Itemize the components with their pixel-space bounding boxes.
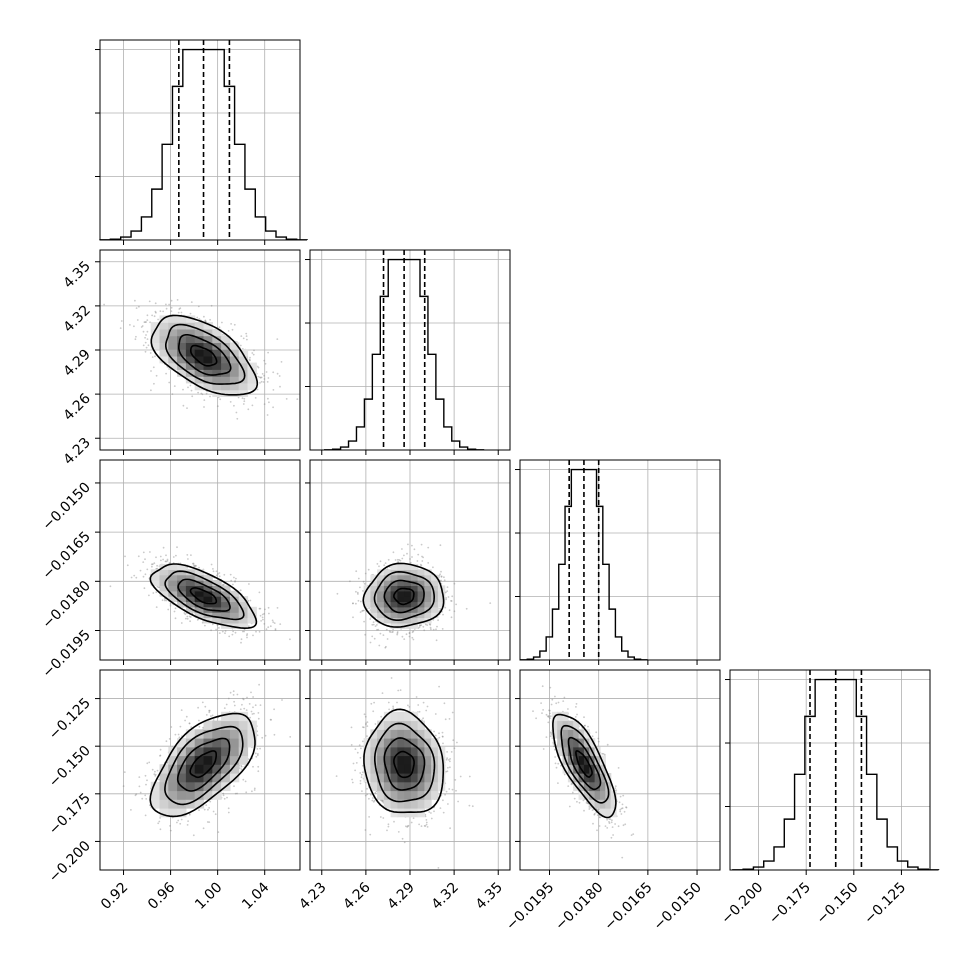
contour-3 xyxy=(149,563,258,630)
contour-3 xyxy=(552,713,617,819)
y-tick-label-2-3: −0.0150 xyxy=(40,479,94,533)
panel-1-1 xyxy=(305,249,511,455)
y-tick-label-1-3: 4.32 xyxy=(60,302,93,335)
x-tick-label-3-2: −0.150 xyxy=(814,880,862,928)
x-tick-label-1-4: 4.35 xyxy=(473,880,506,913)
y-tick-label-1-0: 4.23 xyxy=(60,435,93,468)
contour-1 xyxy=(177,578,231,612)
panel-frame xyxy=(99,249,301,451)
panel-3-2 xyxy=(515,669,721,875)
x-tick-label-2-3: −0.0150 xyxy=(651,880,705,934)
contour-1 xyxy=(178,334,232,376)
panel-3-3 xyxy=(725,669,940,875)
x-tick-label-3-0: −0.200 xyxy=(718,880,766,928)
panel-frame xyxy=(99,39,301,241)
panel-frame xyxy=(99,669,301,871)
contour-1 xyxy=(567,736,602,791)
x-tick-label-2-0: −0.0195 xyxy=(503,880,557,934)
x-tick-label-1-2: 4.29 xyxy=(384,880,417,913)
contour-0 xyxy=(393,587,415,606)
y-tick-label-3-3: −0.125 xyxy=(46,695,94,743)
contour-2 xyxy=(164,725,244,806)
panel-frame xyxy=(309,249,511,451)
contour-2 xyxy=(165,323,246,385)
x-tick-label-0-1: 0.96 xyxy=(145,879,178,912)
x-tick-label-0-2: 1.00 xyxy=(192,880,225,913)
contour-0 xyxy=(189,587,218,605)
contour-0 xyxy=(575,750,593,778)
contour-2 xyxy=(374,722,436,803)
contour-1 xyxy=(176,737,231,792)
x-tick-label-1-0: 4.23 xyxy=(296,880,329,913)
contour-2 xyxy=(560,724,610,804)
x-tick-label-1-3: 4.32 xyxy=(429,880,462,913)
contour-0 xyxy=(393,750,415,779)
x-tick-label-0-3: 1.04 xyxy=(239,879,272,912)
panel-frame xyxy=(519,669,721,871)
contour-3 xyxy=(363,708,445,814)
x-tick-label-3-1: −0.175 xyxy=(766,880,814,928)
x-tick-label-3-3: −0.125 xyxy=(861,880,909,928)
y-tick-label-3-0: −0.200 xyxy=(46,838,94,886)
contour-3 xyxy=(362,562,445,628)
panel-frame xyxy=(309,669,511,871)
panel-2-0 xyxy=(95,459,301,665)
panel-2-1 xyxy=(305,459,511,665)
x-tick-label-2-2: −0.0165 xyxy=(601,880,655,934)
panel-frame xyxy=(309,459,511,661)
panel-frame xyxy=(519,459,721,661)
contour-3 xyxy=(149,712,256,818)
contour-0 xyxy=(190,344,218,367)
density-cells xyxy=(150,711,257,818)
panel-2-2 xyxy=(515,459,721,665)
panel-frame xyxy=(99,459,301,661)
panel-3-0 xyxy=(95,669,301,875)
x-tick-label-0-0: 0.92 xyxy=(98,880,131,913)
panel-1-0 xyxy=(95,249,301,455)
y-tick-label-1-2: 4.29 xyxy=(60,347,93,380)
panel-frame xyxy=(729,669,931,871)
panel-3-1 xyxy=(305,669,511,875)
x-tick-label-2-1: −0.0180 xyxy=(552,880,606,934)
panel-0-0 xyxy=(95,39,308,245)
y-tick-label-3-2: −0.150 xyxy=(46,743,94,791)
contour-1 xyxy=(383,737,426,791)
x-tick-label-1-1: 4.26 xyxy=(340,879,373,912)
y-tick-label-2-2: −0.0165 xyxy=(40,529,94,583)
contour-3 xyxy=(150,314,259,396)
contour-1 xyxy=(383,579,425,614)
y-tick-label-2-0: −0.0195 xyxy=(40,627,94,681)
y-tick-label-3-1: −0.175 xyxy=(46,790,94,838)
y-tick-label-1-4: 4.35 xyxy=(60,258,93,291)
contour-2 xyxy=(164,570,245,621)
contour-2 xyxy=(373,570,436,621)
contour-0 xyxy=(189,750,217,779)
density-cells xyxy=(150,315,257,397)
y-tick-label-2-1: −0.0180 xyxy=(40,578,94,632)
y-tick-label-1-1: 4.26 xyxy=(60,391,93,424)
